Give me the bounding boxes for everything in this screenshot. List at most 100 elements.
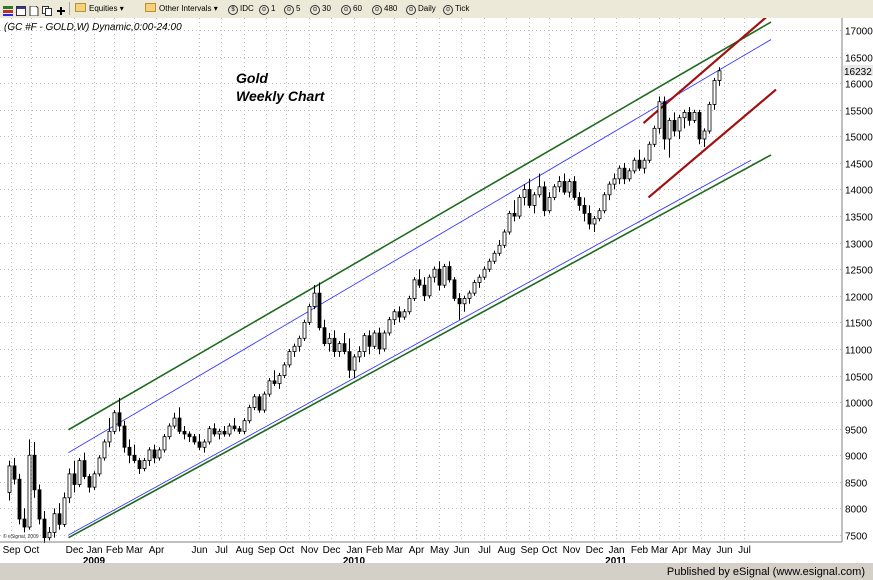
candle-body <box>282 364 287 376</box>
candle <box>562 173 567 195</box>
candle-body <box>552 186 557 198</box>
candle <box>267 378 272 397</box>
interval-1-button[interactable]: ⊙ 1 <box>259 2 275 15</box>
candle <box>357 346 362 363</box>
candle-body <box>482 268 487 278</box>
chart-header: (GC #F - GOLD,W) Dynamic,0:00-24:00 <box>4 22 182 33</box>
candle-body <box>362 335 367 353</box>
candle-body <box>502 231 507 246</box>
copy-icon[interactable] <box>42 3 52 16</box>
candle <box>92 471 97 490</box>
candle-body <box>487 260 492 270</box>
candle-body <box>417 279 422 286</box>
y-tick-label: 10500 <box>845 373 873 384</box>
candle-body <box>462 298 467 305</box>
clock-icon: ⊙ <box>443 5 453 15</box>
candle-body <box>542 186 547 212</box>
candle-body <box>187 433 192 438</box>
x-month-label: Feb <box>631 545 649 556</box>
candle <box>712 77 717 110</box>
candle-body <box>567 181 572 193</box>
clock-icon: ⊙ <box>259 5 269 15</box>
candle <box>522 184 527 206</box>
candle <box>187 431 192 442</box>
candle-body <box>562 181 567 193</box>
candle-body <box>37 489 42 520</box>
candle-body <box>422 284 427 297</box>
candle-body <box>197 441 202 448</box>
candle-body <box>167 425 172 438</box>
candle-body <box>72 473 77 485</box>
candle <box>287 348 292 368</box>
candle <box>132 444 137 464</box>
candle <box>247 404 252 424</box>
candle <box>7 460 12 501</box>
x-year-label: 2010 <box>343 556 366 563</box>
candle-body <box>112 412 117 432</box>
chevron-down-icon: ▾ <box>213 4 218 13</box>
candle <box>377 327 382 355</box>
candle-body <box>177 417 182 432</box>
x-month-label: Jul <box>478 545 491 556</box>
x-month-label: Oct <box>279 545 295 556</box>
candle <box>392 309 397 326</box>
candle-body <box>327 337 332 345</box>
candle <box>717 67 722 86</box>
folder-icon <box>75 3 86 12</box>
candle-body <box>642 159 647 169</box>
chart-window-icon[interactable] <box>16 3 26 16</box>
candle <box>652 125 657 147</box>
price-chart[interactable]: 7500800085009000950010000105001100011500… <box>0 0 873 567</box>
candle <box>72 460 77 493</box>
candle-body <box>527 189 532 206</box>
interval-480-button[interactable]: ⊙ 480 <box>372 2 397 15</box>
candle <box>692 109 697 124</box>
interval-5-button[interactable]: ⊙ 5 <box>284 2 300 15</box>
interval-30-button[interactable]: ⊙ 30 <box>310 2 331 15</box>
y-tick-label: 8500 <box>845 479 868 490</box>
chart-panel[interactable]: 7500 8000 8500 9000 9500 10000 10500 11000 11500… <box>0 0 873 567</box>
candle <box>622 162 627 185</box>
candle <box>567 178 572 198</box>
candle <box>427 274 432 299</box>
page-icon[interactable] <box>29 3 39 17</box>
candle-body <box>287 351 292 366</box>
candle <box>687 107 692 126</box>
x-month-label: Feb <box>106 545 124 556</box>
candle <box>572 176 577 201</box>
x-month-label: Dec <box>66 545 84 556</box>
candle <box>152 444 157 464</box>
candle-body <box>12 465 17 480</box>
interval-60-button[interactable]: ⊙ 60 <box>341 2 362 15</box>
plus-icon[interactable] <box>56 3 66 15</box>
interval-tick-button[interactable]: ⊙ Tick <box>443 2 469 15</box>
x-month-label: Sep <box>521 545 539 556</box>
candle <box>402 309 407 320</box>
candle-body <box>647 143 652 161</box>
candle <box>452 277 457 302</box>
interval-idc-button[interactable]: $ IDC <box>228 2 254 15</box>
candle-body <box>632 159 637 172</box>
x-month-label: Aug <box>498 545 516 556</box>
candle-body <box>402 311 407 318</box>
candle-body <box>7 465 12 493</box>
chart-bars-icon[interactable] <box>3 3 13 16</box>
candle <box>347 338 352 379</box>
candle-body <box>252 396 257 408</box>
equities-dropdown[interactable]: Equities ▾ <box>75 2 124 15</box>
x-month-label: Sep <box>3 545 21 556</box>
candle <box>22 508 27 533</box>
candle <box>592 216 597 232</box>
candle-body <box>692 111 697 121</box>
candle <box>222 426 227 437</box>
interval-daily-button[interactable]: ⊙ Daily <box>406 2 436 15</box>
candle-body <box>92 473 97 488</box>
candle <box>507 210 512 235</box>
candle <box>172 412 177 429</box>
candle <box>162 434 167 453</box>
other-intervals-dropdown[interactable]: Other Intervals ▾ <box>145 2 218 15</box>
candle-body <box>592 218 597 225</box>
candle-body <box>662 101 667 140</box>
candle-body <box>97 457 102 475</box>
candle-body <box>142 460 147 469</box>
